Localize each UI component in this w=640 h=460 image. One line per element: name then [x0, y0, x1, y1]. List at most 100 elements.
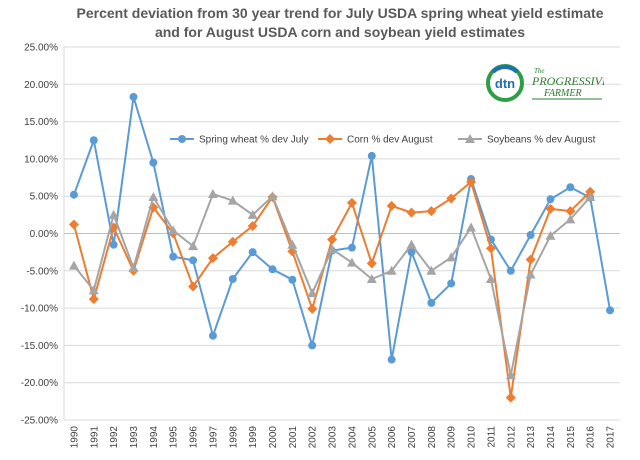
x-tick-label: 2000	[268, 426, 279, 449]
x-tick-label: 1991	[89, 426, 100, 449]
data-point	[407, 248, 416, 257]
x-tick-label: 1998	[228, 426, 239, 449]
legend: Spring wheat % dev July Corn % dev August…	[170, 134, 596, 146]
series-1	[68, 177, 596, 403]
data-point	[248, 248, 257, 257]
data-point	[426, 265, 437, 275]
series-2	[68, 188, 596, 380]
data-point	[149, 158, 158, 167]
x-tick-label: 1993	[129, 426, 140, 449]
data-point	[347, 243, 356, 252]
data-point	[188, 281, 199, 292]
data-point	[446, 252, 457, 262]
logo-progressive-text: PROGRESSIVE	[531, 74, 604, 88]
y-axis: 25.00% 20.00% 15.00% 10.00% 5.00% 0.00% -5.00%…	[21, 43, 58, 427]
data-point	[89, 136, 98, 145]
data-point	[307, 288, 318, 298]
x-tick-label: 2005	[367, 426, 378, 449]
legend-item: Corn % dev August	[318, 134, 433, 146]
data-point	[466, 222, 477, 232]
data-point	[387, 355, 396, 364]
y-tick-label: 0.00%	[30, 229, 58, 240]
data-point	[227, 195, 238, 205]
x-tick-label: 2001	[288, 426, 299, 449]
x-tick-label: 1990	[69, 426, 80, 449]
data-point	[287, 239, 298, 249]
x-tick-label: 2009	[447, 426, 458, 449]
data-point	[505, 370, 516, 380]
x-tick-label: 2002	[308, 426, 319, 449]
x-tick-label: 1999	[248, 426, 259, 449]
x-tick-label: 1995	[169, 426, 180, 449]
data-point	[129, 92, 138, 101]
data-point	[367, 151, 376, 160]
y-tick-label: 10.00%	[24, 154, 58, 165]
data-point	[406, 207, 417, 218]
data-point	[189, 256, 198, 265]
x-tick-label: 1994	[149, 426, 160, 449]
data-point	[447, 279, 456, 288]
data-point	[526, 230, 535, 239]
x-tick-label: 2016	[586, 426, 597, 449]
data-point	[247, 221, 258, 232]
data-point	[267, 191, 278, 201]
y-tick-label: -25.00%	[21, 416, 58, 427]
data-point	[506, 266, 515, 275]
series-line	[73, 192, 591, 376]
data-point	[446, 193, 457, 204]
data-point	[485, 243, 496, 254]
y-tick-label: 15.00%	[24, 117, 58, 128]
data-point	[68, 219, 79, 230]
data-point	[188, 241, 199, 251]
data-point	[208, 331, 217, 340]
data-point	[545, 203, 556, 214]
data-point	[247, 209, 258, 219]
data-point	[427, 298, 436, 307]
data-point	[366, 258, 377, 269]
data-point	[406, 239, 417, 249]
data-point	[346, 257, 357, 267]
data-point	[168, 225, 179, 235]
data-point	[505, 392, 516, 403]
legend-item: Soybeans % dev August	[458, 134, 596, 146]
data-point	[566, 183, 575, 192]
data-point	[227, 236, 238, 247]
x-tick-label: 2017	[606, 426, 617, 449]
data-point	[69, 190, 78, 199]
x-tick-label: 2015	[566, 426, 577, 449]
y-tick-label: 5.00%	[30, 192, 58, 203]
x-tick-label: 2012	[506, 426, 517, 449]
series-group	[68, 92, 615, 403]
data-point	[386, 200, 397, 211]
logo-farmer-text: FARMER	[543, 88, 582, 99]
data-point	[485, 274, 496, 284]
data-point	[366, 274, 377, 284]
data-point	[546, 195, 555, 204]
y-tick-label: -5.00%	[26, 266, 58, 277]
y-tick-label: -10.00%	[21, 304, 58, 315]
legend-item: Spring wheat % dev July	[170, 135, 309, 146]
chart-title-line-2: and for August USDA corn and soybean yie…	[154, 24, 526, 40]
data-point	[327, 234, 338, 245]
x-tick-label: 2008	[427, 426, 438, 449]
x-tick-label: 1996	[189, 426, 200, 449]
gridlines	[63, 46, 620, 421]
data-point	[88, 285, 99, 295]
data-point	[108, 209, 119, 219]
y-tick-label: 25.00%	[24, 43, 58, 54]
data-point	[585, 186, 596, 197]
data-point	[346, 197, 357, 208]
data-point	[585, 191, 596, 201]
y-tick-label: -20.00%	[21, 378, 58, 389]
legend-label: Corn % dev August	[347, 135, 433, 146]
data-point	[207, 188, 218, 198]
x-tick-label: 2004	[347, 426, 358, 449]
legend-label: Spring wheat % dev July	[199, 135, 309, 146]
data-point	[308, 341, 317, 350]
data-point	[68, 260, 79, 270]
x-tick-label: 2013	[526, 426, 537, 449]
logo-the-text: The	[534, 67, 545, 75]
y-tick-label: -15.00%	[21, 341, 58, 352]
x-tick-label: 2007	[407, 426, 418, 449]
